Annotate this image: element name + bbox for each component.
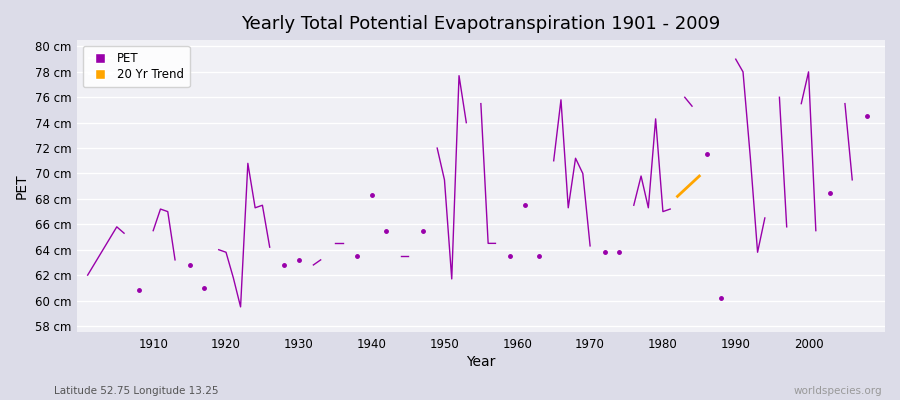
Title: Yearly Total Potential Evapotranspiration 1901 - 2009: Yearly Total Potential Evapotranspiratio… [241,15,721,33]
Y-axis label: PET: PET [15,173,29,199]
X-axis label: Year: Year [466,355,496,369]
Text: worldspecies.org: worldspecies.org [794,386,882,396]
Text: Latitude 52.75 Longitude 13.25: Latitude 52.75 Longitude 13.25 [54,386,219,396]
Legend: PET, 20 Yr Trend: PET, 20 Yr Trend [83,46,190,87]
